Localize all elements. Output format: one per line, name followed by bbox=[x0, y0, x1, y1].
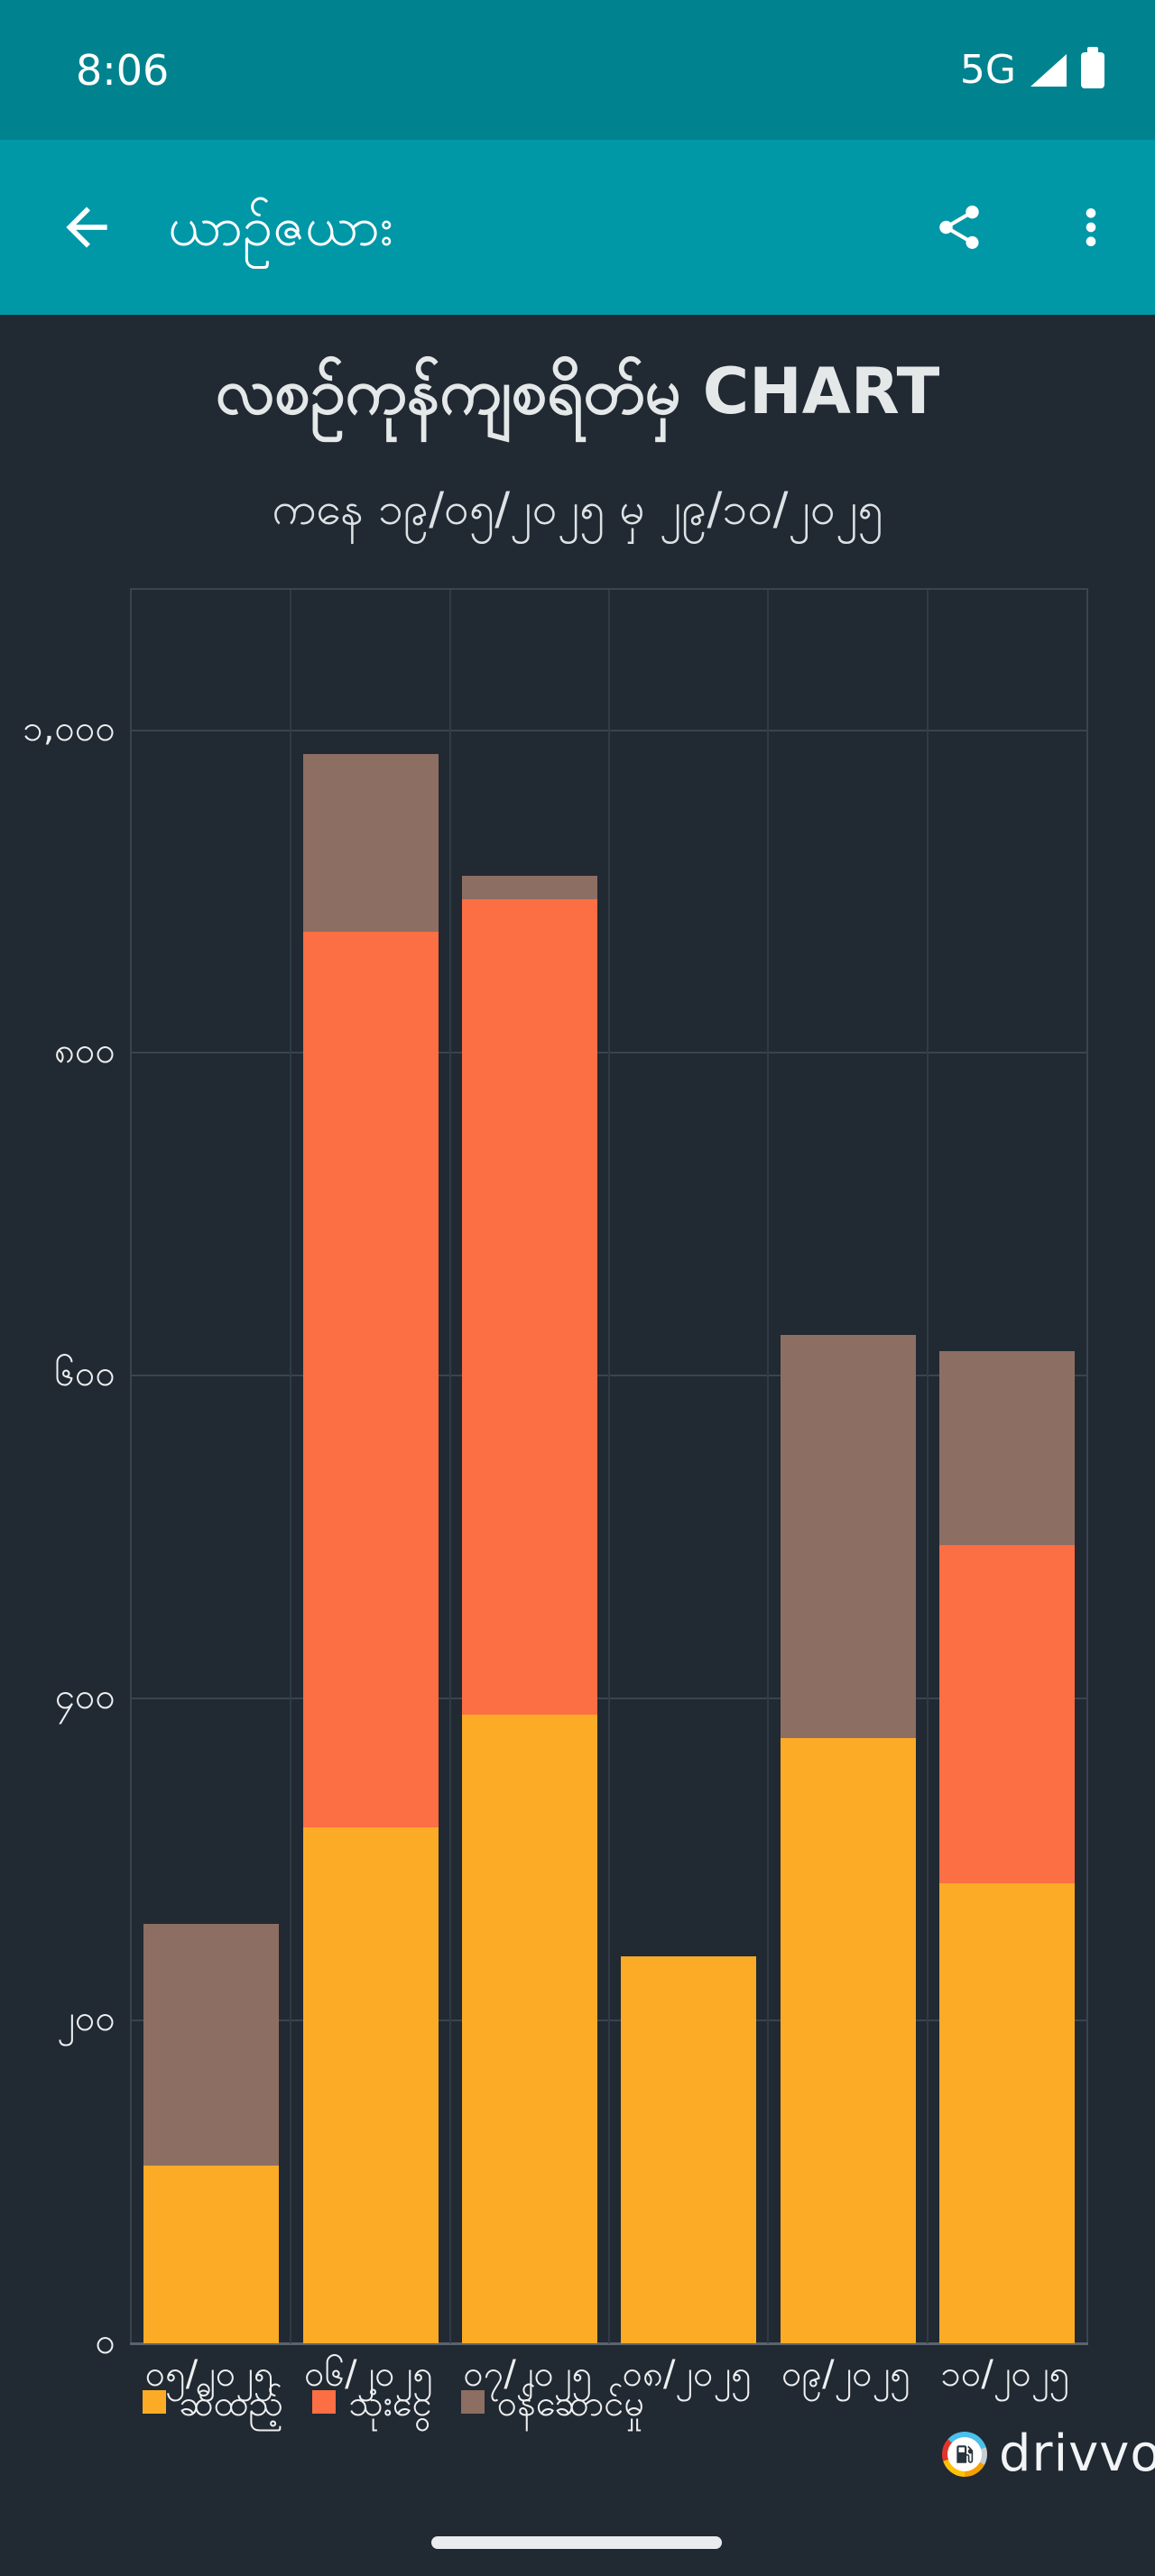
stacked-bar-၁၀/၂၀၂၅[interactable] bbox=[938, 1351, 1075, 2343]
status-time: 8:06 bbox=[76, 45, 170, 95]
gridline-x-boundary bbox=[448, 590, 451, 2343]
x-tick-label: ၀၆/၂၀၂၅ bbox=[304, 2353, 433, 2395]
x-axis-line bbox=[130, 2342, 1088, 2345]
bar-segment-ဆီထည့် bbox=[780, 1738, 916, 2343]
bar-segment-ဆီထည့် bbox=[143, 2166, 280, 2343]
x-tick-label: ၀၉/၂၀၂၅ bbox=[781, 2353, 910, 2395]
legend-label: ဝန်ဆောင်မှု bbox=[496, 2383, 645, 2424]
bar-segment-ဆီထည့် bbox=[461, 1714, 597, 2343]
stacked-bar-၀၉/၂၀၂၅[interactable] bbox=[780, 1335, 916, 2343]
legend-swatch bbox=[460, 2390, 485, 2414]
status-bar: 8:06 5G bbox=[0, 0, 1155, 140]
app-bar: ယာဉ်ဇယား bbox=[0, 140, 1155, 315]
page-title: ယာဉ်ဇယား bbox=[168, 195, 394, 259]
y-tick-label: ၁,၀၀၀ bbox=[23, 707, 116, 750]
share-icon bbox=[939, 205, 979, 249]
x-tick-label: ၀၇/၂၀၂၅ bbox=[463, 2353, 593, 2395]
bar-segment-ဆီထည့် bbox=[302, 1826, 439, 2343]
x-axis-labels: ၀၅/၂၀၂၅ ၀၆/၂၀၂၅ ၀၇/၂၀၂၅ ၀၈/၂၀၂၅ ၀၉/၂၀၂၅ ၁၀/၂၀… bbox=[130, 2351, 1085, 2406]
bar-segment-ဝန်ဆောင်မှု bbox=[302, 754, 439, 933]
bar-segment-ဝန်ဆောင်မှု bbox=[461, 875, 597, 900]
chart-date-range: ကနေ ၁၉/၀၅/၂၀၂၅ မှ ၂၉/၁၀/၂၀၂၅ bbox=[272, 483, 883, 535]
bar-segment-ဝန်ဆောင်မှု bbox=[780, 1335, 916, 1739]
gridline-x-boundary bbox=[608, 590, 610, 2343]
stacked-bar-၀၅/၂၀၂၅[interactable] bbox=[143, 1924, 280, 2343]
drivvo-logo-text: drivvo bbox=[999, 2424, 1155, 2483]
arrow-back-icon bbox=[66, 207, 107, 248]
back-button[interactable] bbox=[54, 195, 119, 260]
drivvo-logo-icon bbox=[942, 2432, 987, 2477]
bar-segment-ဆီထည့် bbox=[621, 1955, 757, 2343]
x-tick-label: ၁၀/၂၀၂၅ bbox=[940, 2353, 1070, 2395]
bar-segment-သုံးငွေ bbox=[302, 932, 439, 1827]
bar-segment-ဝန်ဆောင်မှု bbox=[938, 1351, 1075, 1545]
stacked-bar-၀၇/၂၀၂၅[interactable] bbox=[461, 875, 597, 2343]
y-tick-label: ၈၀၀ bbox=[54, 1030, 116, 1072]
legend-swatch bbox=[143, 2390, 166, 2414]
y-tick-label: ၄၀၀ bbox=[54, 1675, 116, 1717]
drivvo-branding: drivvo bbox=[942, 2429, 1155, 2479]
y-tick-label: ၀ bbox=[95, 2321, 116, 2362]
bar-segment-ဝန်ဆောင်မှု bbox=[143, 1924, 280, 2167]
legend-swatch bbox=[312, 2390, 337, 2414]
signal-strength-icon bbox=[1030, 53, 1067, 87]
network-type-label: 5G bbox=[959, 47, 1016, 93]
gridline-x-boundary bbox=[290, 590, 292, 2343]
y-tick-label: ၆၀၀ bbox=[54, 1352, 116, 1394]
share-button[interactable] bbox=[931, 199, 987, 255]
bar-segment-ဆီထည့် bbox=[938, 1883, 1075, 2343]
chart-legend: ဆီထည့် သုံးငွေ ဝန်ဆောင်မှု bbox=[143, 2383, 644, 2424]
status-icons: 5G bbox=[960, 0, 1104, 140]
bar-segment-သုံးငွေ bbox=[938, 1544, 1075, 1884]
y-tick-label: ၂၀၀ bbox=[57, 1998, 116, 2040]
legend-label: သုံးငွေ bbox=[348, 2383, 432, 2424]
legend-label: ဆီထည့် bbox=[179, 2383, 284, 2424]
legend-item-ဆီထည့်: ဆီထည့် bbox=[143, 2383, 283, 2424]
fuel-pump-icon bbox=[947, 2437, 982, 2471]
stacked-bar-၀၆/၂၀၂၅[interactable] bbox=[302, 754, 439, 2343]
legend-item-သုံးငွေ: သုံးငွေ bbox=[312, 2383, 432, 2424]
x-tick-label: ၀၅/၂၀၂၅ bbox=[144, 2353, 274, 2395]
home-indicator[interactable] bbox=[431, 2536, 722, 2549]
gridline-x-boundary bbox=[926, 590, 929, 2343]
chart-title: လစဉ်ကုန်ကျစရိတ်မှ CHART bbox=[215, 354, 940, 428]
overflow-menu-button[interactable] bbox=[1063, 199, 1119, 255]
x-tick-label: ၀၈/၂၀၂၅ bbox=[622, 2353, 752, 2395]
battery-icon bbox=[1081, 46, 1104, 88]
legend-item-ဝန်ဆောင်မှု: ဝန်ဆောင်မှု bbox=[460, 2383, 645, 2424]
stacked-bar-၀၈/၂၀၂၅[interactable] bbox=[621, 1955, 757, 2343]
bar-segment-သုံးငွေ bbox=[461, 899, 597, 1715]
more-vert-icon bbox=[1086, 207, 1096, 247]
plot-area bbox=[130, 588, 1088, 2345]
y-axis-labels: ၀ ၂၀၀ ၄၀၀ ၆၀၀ ၈၀၀ ၁,၀၀၀ bbox=[0, 588, 116, 2362]
gridline-x-boundary bbox=[767, 590, 770, 2343]
